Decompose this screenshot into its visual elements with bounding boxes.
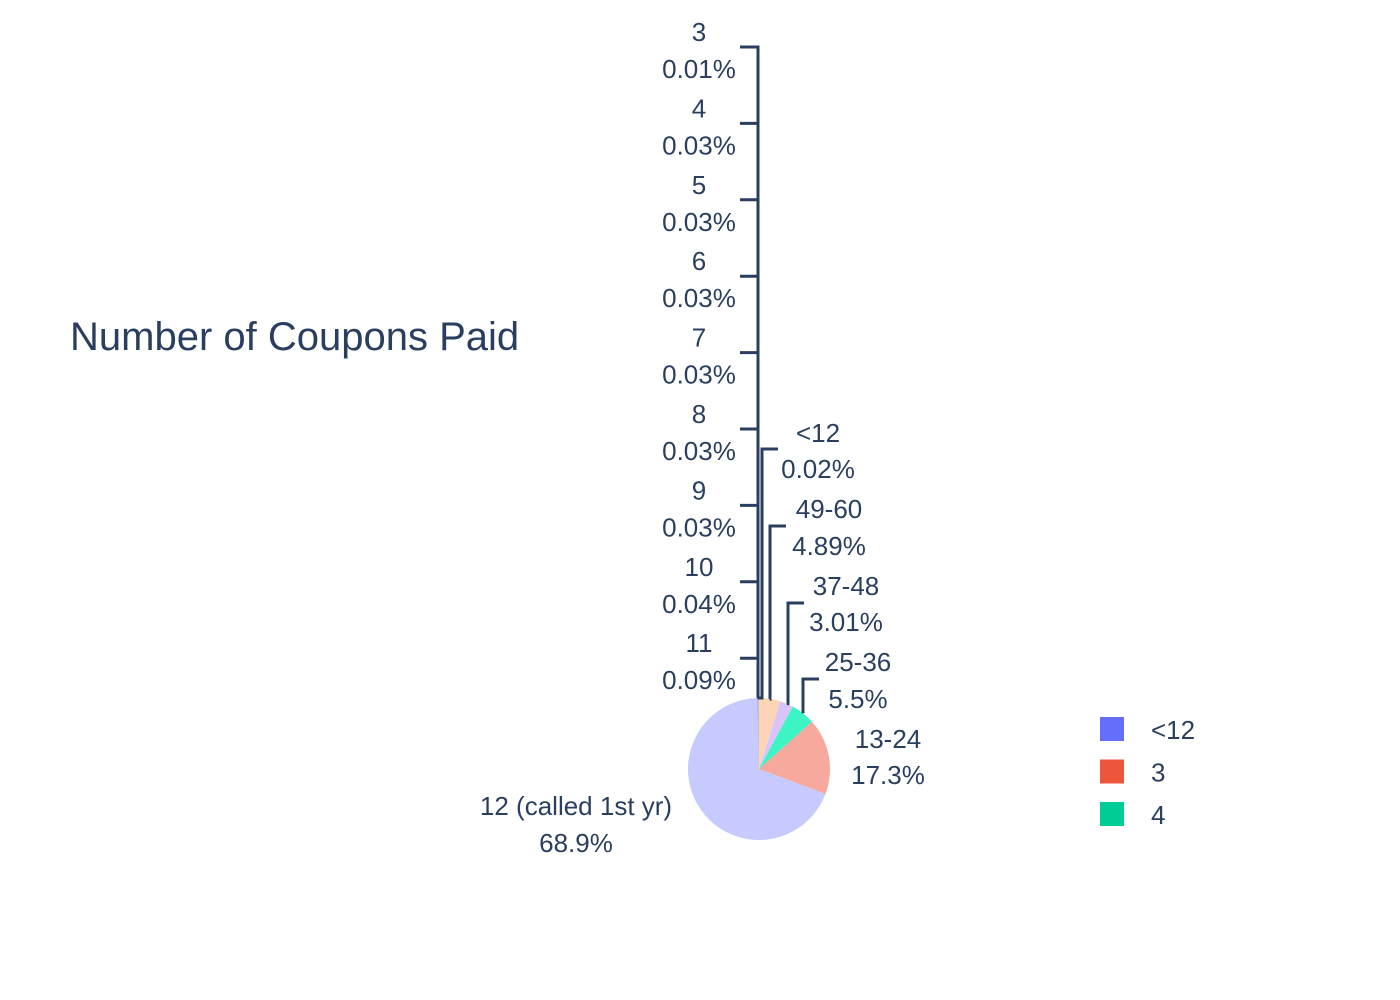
slice-10[interactable] xyxy=(757,698,759,769)
slice-percent-12-called-1st-yr: 68.9% xyxy=(539,828,613,858)
slice-label-12-called-1st-yr: 12 (called 1st yr) xyxy=(480,791,672,821)
legend-swatch-12[interactable] xyxy=(1100,717,1124,741)
slice-label-8: 8 xyxy=(692,399,706,429)
slice-label-12: <12 xyxy=(796,418,840,448)
leader-12 xyxy=(757,447,778,700)
slice-percent-3: 0.01% xyxy=(662,54,736,84)
leader-7 xyxy=(740,351,760,698)
slice-percent-11: 0.09% xyxy=(662,665,736,695)
slice-percent-5: 0.03% xyxy=(662,207,736,237)
leader-49-60 xyxy=(768,524,786,701)
slice-percent-6: 0.03% xyxy=(662,283,736,313)
slice-11[interactable] xyxy=(757,698,759,769)
slice-label-11: 11 xyxy=(686,628,713,658)
legend-label-4[interactable]: 4 xyxy=(1151,800,1165,830)
leader-3 xyxy=(740,45,760,698)
slice-label-6: 6 xyxy=(692,246,706,276)
slice-label-10: 10 xyxy=(685,552,714,582)
legend-swatch-3[interactable] xyxy=(1100,759,1124,784)
slice-percent-13-24: 17.3% xyxy=(851,760,925,790)
slice-label-3: 3 xyxy=(692,17,706,47)
leader-lines xyxy=(740,45,819,714)
slice-percent-10: 0.04% xyxy=(662,589,736,619)
leader-4 xyxy=(740,121,760,698)
slice-label-5: 5 xyxy=(692,170,706,200)
leader-10 xyxy=(740,580,760,698)
slice-percent-25-36: 5.5% xyxy=(828,684,887,714)
leader-5 xyxy=(740,198,760,698)
slice-percent-9: 0.03% xyxy=(662,512,736,542)
slice-7[interactable] xyxy=(758,698,759,769)
slice-labels: 12 (called 1st yr) 68.9% 13-24 17.3% 25-36 5.… xyxy=(480,17,925,858)
slice-12-called-1st-yr[interactable] xyxy=(687,698,826,840)
legend: <12 3 4 xyxy=(1100,715,1195,830)
slice-label-49-60: 49-60 xyxy=(796,494,863,524)
slice-8[interactable] xyxy=(758,698,759,769)
slice-49-60[interactable] xyxy=(759,698,781,769)
slice-label-9: 9 xyxy=(692,475,706,505)
leader-25-36 xyxy=(801,677,819,714)
leader-11 xyxy=(740,656,760,698)
slice-25-36[interactable] xyxy=(759,706,812,769)
slice-9[interactable] xyxy=(758,698,759,769)
legend-label-3[interactable]: 3 xyxy=(1151,758,1165,788)
legend-swatch-4[interactable] xyxy=(1100,802,1124,826)
slice-percent-8: 0.03% xyxy=(662,436,736,466)
slice-12[interactable] xyxy=(757,698,759,769)
slice-label-4: 4 xyxy=(692,93,706,123)
slice-percent-4: 0.03% xyxy=(662,130,736,160)
chart-title: Number of Coupons Paid xyxy=(70,315,519,359)
slice-13-24[interactable] xyxy=(759,721,830,794)
slice-percent-37-48: 3.01% xyxy=(809,607,883,637)
slice-label-13-24: 13-24 xyxy=(855,724,922,754)
leader-6 xyxy=(740,274,760,698)
leader-9 xyxy=(740,503,760,698)
slice-percent-12: 0.02% xyxy=(781,454,855,484)
slice-label-37-48: 37-48 xyxy=(813,571,880,601)
slice-percent-7: 0.03% xyxy=(662,360,736,390)
slice-37-48[interactable] xyxy=(759,701,793,769)
leader-37-48 xyxy=(786,601,804,706)
slice-label-7: 7 xyxy=(692,323,706,353)
pie-slices xyxy=(687,698,830,840)
slice-percent-49-60: 4.89% xyxy=(792,531,866,561)
legend-label-12[interactable]: <12 xyxy=(1151,715,1195,745)
slice-label-25-36: 25-36 xyxy=(825,647,892,677)
